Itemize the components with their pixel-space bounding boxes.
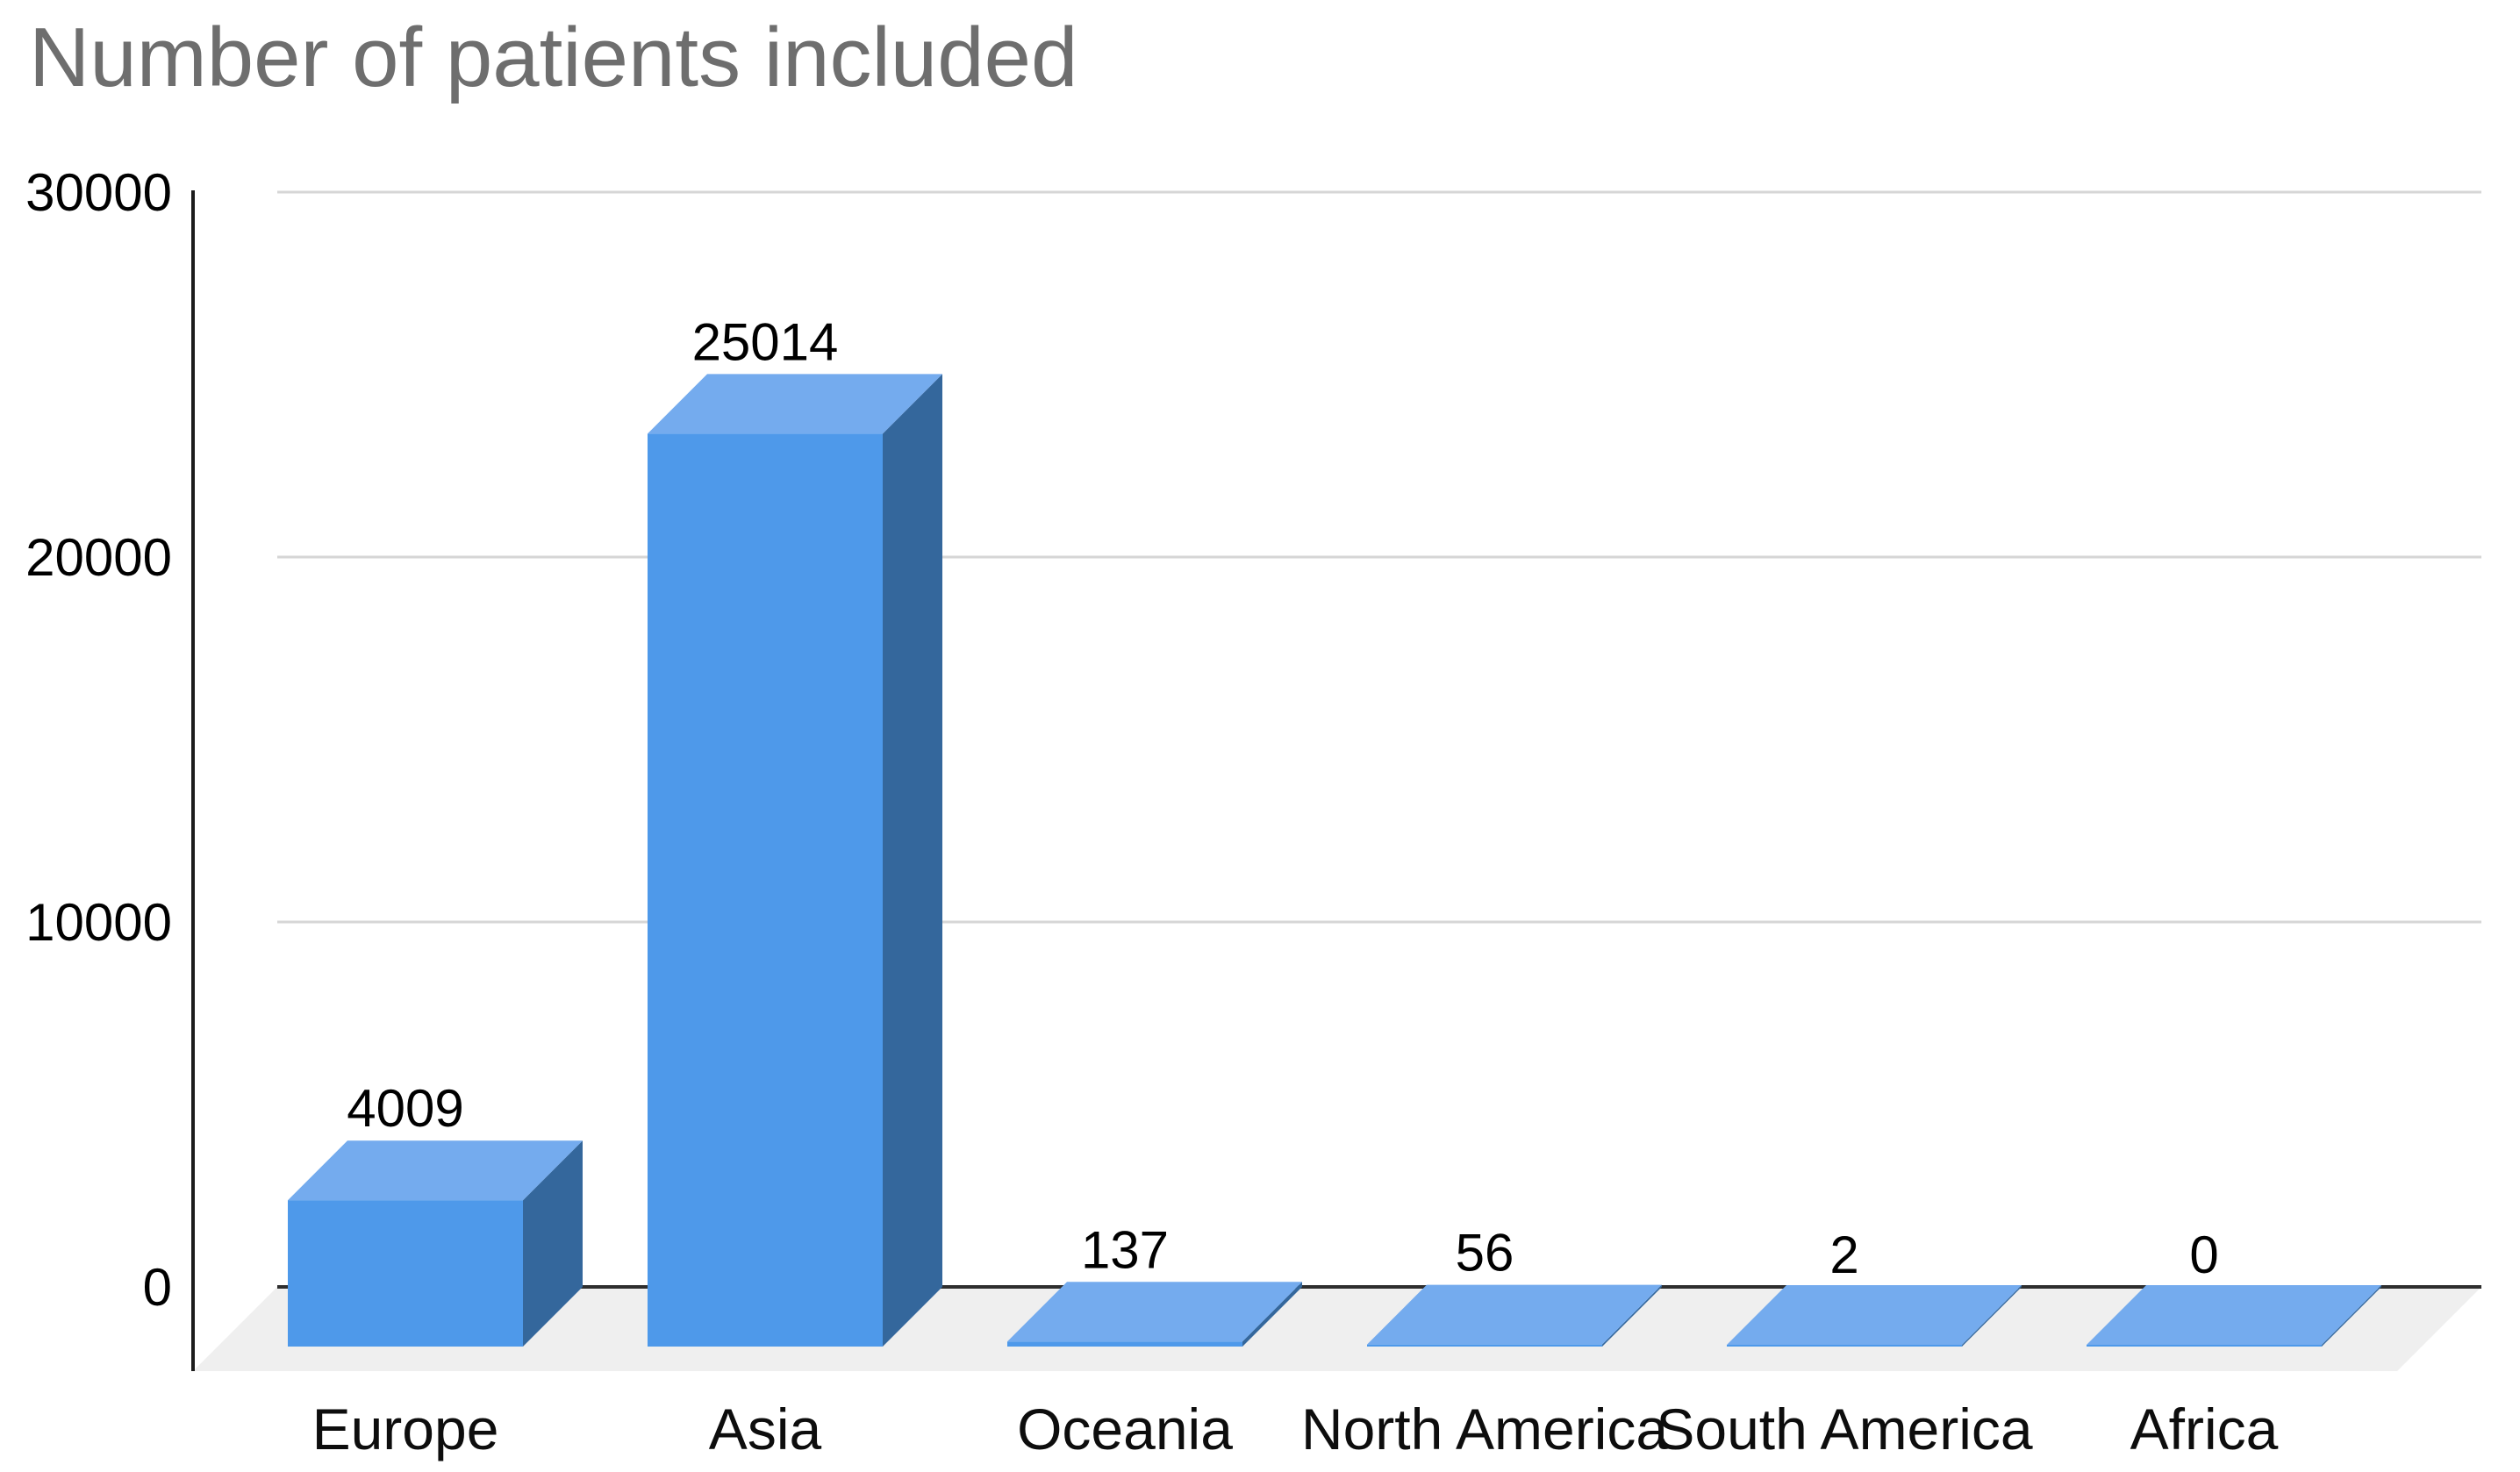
bar-value-label-asia: 25014 [692,312,839,371]
y-axis-tick-label-10000: 10000 [25,893,172,952]
y-axis-tick-label-30000: 30000 [25,163,172,222]
x-axis-category-label-south-america: South America [1656,1397,2033,1461]
bar-top-face-oceania [1007,1282,1302,1342]
bar-south-america [1727,1345,1962,1347]
bar-north-america [1367,1344,1602,1347]
bar-side-face-africa [2322,1285,2381,1347]
bar-value-label-europe: 4009 [347,1079,463,1138]
bar-oceania [1007,1341,1242,1347]
bar-side-face-europe [523,1140,583,1347]
bar-top-face-south-america [1727,1285,2022,1345]
plot-area: 0 10000 20000 30000 4009 Europe 25014 Asia 137 Oc… [25,163,2481,1461]
bar-side-face-north-america [1602,1284,1662,1347]
bar-africa [2087,1345,2322,1347]
bar-europe [288,1200,523,1347]
bar-value-label-south-america: 2 [1829,1225,1858,1284]
y-axis-tick-label-0: 0 [143,1258,172,1317]
bar-top-face-europe [288,1140,583,1201]
bar-top-face-north-america [1367,1284,1662,1345]
bar-value-label-oceania: 137 [1081,1220,1169,1279]
chart-title: Number of patients included [29,11,1077,104]
bar-side-face-south-america [1962,1285,2022,1347]
x-axis-category-label-africa: Africa [2130,1397,2279,1461]
x-axis-category-label-asia: Asia [709,1397,822,1461]
bar-asia [648,433,883,1347]
x-axis-category-label-oceania: Oceania [1017,1397,1233,1461]
bar-value-label-north-america: 56 [1456,1224,1514,1283]
bar-side-face-oceania [1242,1282,1302,1347]
x-axis-category-label-europe: Europe [312,1397,499,1461]
y-axis-tick-label-20000: 20000 [25,528,172,587]
bar-value-label-africa: 0 [2189,1225,2218,1284]
bar-top-face-africa [2087,1285,2381,1345]
bar-side-face-asia [883,374,942,1347]
x-axis-category-label-north-america: North America [1301,1397,1668,1461]
bar-top-face-asia [648,374,942,434]
